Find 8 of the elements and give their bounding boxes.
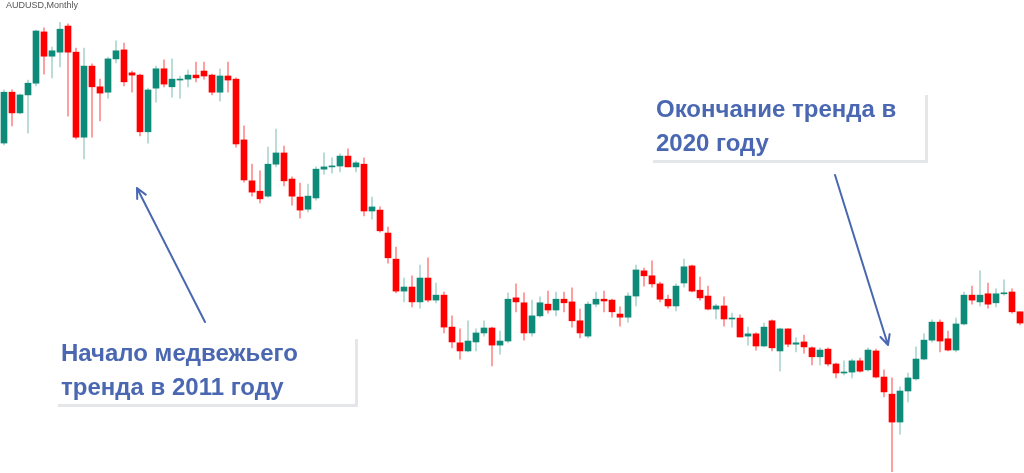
candlestick: [1000, 279, 1008, 296]
candlestick: [48, 46, 56, 79]
annotation: Окончание тренда в 2020 году: [650, 92, 925, 160]
candlestick: [792, 337, 800, 353]
candlestick: [96, 78, 104, 122]
candlestick: [616, 306, 624, 327]
annotation: Начало медвежьего тренда в 2011 году: [55, 336, 355, 404]
chart-title: AUDUSD,Monthly: [6, 0, 79, 10]
